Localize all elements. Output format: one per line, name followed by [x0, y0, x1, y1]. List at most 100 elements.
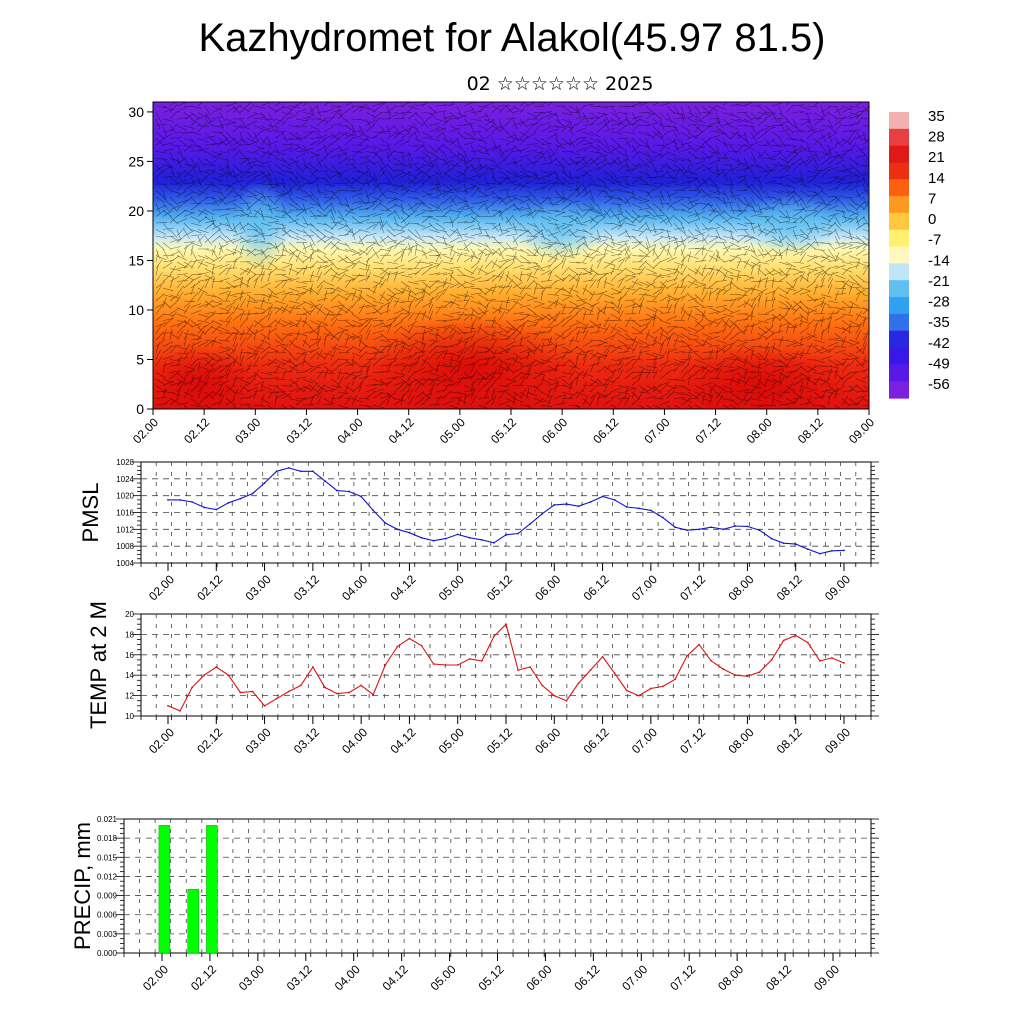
x-tick-label: 04.12	[386, 415, 417, 446]
precip-bar	[187, 888, 199, 954]
series-line	[168, 467, 845, 555]
data-point	[710, 526, 713, 529]
x-tick-label: 06.00	[539, 415, 570, 446]
y-tick-label: 14	[125, 671, 134, 680]
data-point	[408, 531, 411, 534]
data-point	[468, 536, 471, 539]
data-point	[348, 490, 350, 493]
data-point	[722, 528, 725, 531]
colorbar-swatch	[889, 347, 909, 365]
x-tick-label: 03.12	[284, 962, 315, 993]
colorbar-swatch	[889, 212, 909, 231]
colorbar-label: -56	[928, 376, 950, 393]
y-axis-label: TEMP at 2 M	[86, 601, 111, 729]
data-point	[215, 666, 218, 668]
data-point	[529, 522, 532, 525]
data-point	[770, 659, 773, 661]
data-point	[625, 506, 628, 508]
x-tick-label: 09.00	[846, 415, 877, 446]
x-tick-label: 05.12	[488, 415, 519, 446]
x-tick-label: 05.00	[436, 725, 467, 756]
data-point	[625, 689, 628, 692]
data-point	[360, 495, 363, 498]
colorbar-swatch	[889, 179, 909, 197]
x-tick-label: 08.00	[725, 725, 756, 756]
x-tick-label: 06.12	[590, 415, 621, 446]
y-axis-label: PRECIP, mm	[70, 822, 95, 950]
data-point	[299, 470, 302, 473]
data-point	[179, 710, 181, 712]
data-point	[746, 675, 749, 678]
data-point	[794, 634, 797, 637]
x-tick-label: 04.12	[387, 572, 418, 603]
colorbar-swatch	[889, 162, 909, 180]
x-tick-label: 08.12	[774, 725, 805, 756]
x-tick-label: 05.12	[484, 725, 515, 756]
y-tick-label: 18	[125, 630, 134, 639]
data-point	[565, 503, 568, 505]
data-point	[758, 671, 761, 674]
data-point	[493, 635, 495, 638]
x-tick-label: 05.00	[437, 415, 468, 446]
data-point	[420, 536, 423, 539]
data-point	[275, 470, 278, 473]
temperature-field	[153, 102, 869, 409]
x-tick-label: 02.12	[194, 572, 225, 603]
data-point	[505, 623, 507, 626]
colorbar-label: 0	[928, 211, 936, 228]
precip-bar	[158, 825, 171, 954]
data-point	[722, 668, 725, 670]
colorbar-label: -42	[928, 335, 950, 352]
pmsl-panel: 1004 1008 1012 1016 1020 1024 1028 02.00 02.12 03…	[78, 458, 879, 603]
data-point	[179, 498, 181, 501]
y-tick-label: 30	[128, 104, 144, 120]
data-point	[324, 686, 326, 689]
data-point	[843, 549, 845, 552]
data-point	[734, 674, 737, 677]
colorbar-label: 14	[928, 170, 945, 187]
x-tick-label: 06.00	[532, 725, 563, 756]
wind-barbs	[155, 102, 869, 409]
y-tick-label: 16	[125, 651, 134, 660]
x-tick-label: 02.12	[188, 962, 219, 993]
data-point	[613, 672, 616, 675]
x-tick-label: 07.00	[619, 962, 650, 993]
data-point	[758, 529, 761, 532]
colorbar-swatch	[889, 263, 909, 281]
data-point	[299, 684, 302, 687]
y-tick-label: 25	[128, 153, 144, 169]
data-point	[529, 666, 532, 668]
data-point	[191, 501, 194, 503]
y-tick-label: 0.003	[97, 930, 118, 939]
colorbar-label: -49	[928, 355, 950, 372]
colorbar-label: 35	[928, 108, 945, 125]
x-tick-label: 03.00	[232, 415, 263, 446]
data-point	[770, 537, 773, 540]
data-point	[613, 498, 616, 501]
data-point	[517, 532, 519, 535]
y-tick-label: 20	[125, 610, 134, 619]
data-point	[384, 522, 387, 524]
data-point	[674, 526, 676, 529]
y-tick-label: 1016	[116, 509, 134, 518]
x-tick-label: 02.12	[194, 725, 225, 756]
x-tick-label: 02.00	[146, 725, 177, 756]
data-point	[517, 669, 519, 671]
colorbar-swatch	[889, 128, 909, 147]
data-point	[662, 685, 664, 688]
colorbar-label: -7	[928, 232, 941, 249]
data-point	[831, 656, 833, 659]
data-point	[396, 645, 399, 648]
y-tick-label: 0.021	[97, 815, 118, 824]
data-point	[649, 687, 652, 690]
x-tick-label: 07.00	[641, 415, 672, 446]
data-point	[565, 699, 568, 702]
data-point	[794, 543, 797, 545]
temp-panel: 10 12 14 16 18 20 02.00 02.12 03.00 03.12 04.00 04.…	[86, 601, 879, 756]
data-point	[191, 686, 194, 689]
data-point	[432, 539, 435, 542]
data-point	[662, 516, 664, 519]
data-point	[444, 537, 447, 540]
data-point	[818, 552, 821, 555]
data-point	[396, 528, 399, 531]
